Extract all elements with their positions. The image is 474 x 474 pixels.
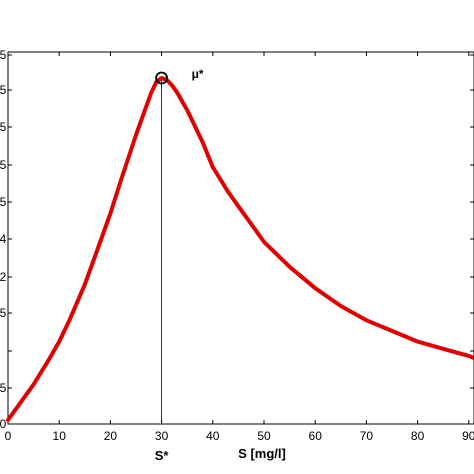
y-axis-ticks: 5 5 5 5 5 4 2 5 5 0 [0,48,474,431]
y-tick-label: 5 [0,48,7,62]
x-axis-label: S [mg/l] [238,446,286,461]
y-tick-label: 2 [0,270,7,284]
series-line [6,76,474,422]
x-tick-label: 70 [360,429,374,443]
y-tick-label: 0 [0,417,7,431]
x-tick-label: 20 [104,429,118,443]
x-tick-label: 50 [257,429,271,443]
x-tick-label: 60 [309,429,323,443]
y-tick-label: 4 [0,232,7,246]
y-tick-label: 5 [0,381,7,395]
x-marker-label: S* [155,448,170,463]
x-tick-label: 90 [462,429,474,443]
x-tick-label: 0 [5,429,12,443]
plot-frame [7,51,474,425]
y-tick-label: 5 [0,195,7,209]
peak-label: μ* [192,67,204,81]
x-tick-label: 40 [206,429,220,443]
x-tick-label: 30 [155,429,169,443]
x-tick-label: 10 [53,429,67,443]
y-tick-label: 5 [0,306,7,320]
y-tick-label: 5 [0,120,7,134]
x-axis-ticks: 0 10 20 30 40 50 60 70 80 90 [5,52,474,443]
y-tick-label: 5 [0,83,7,97]
y-tick-label: 5 [0,158,7,172]
x-tick-label: 80 [411,429,425,443]
peak-marker [155,71,169,85]
